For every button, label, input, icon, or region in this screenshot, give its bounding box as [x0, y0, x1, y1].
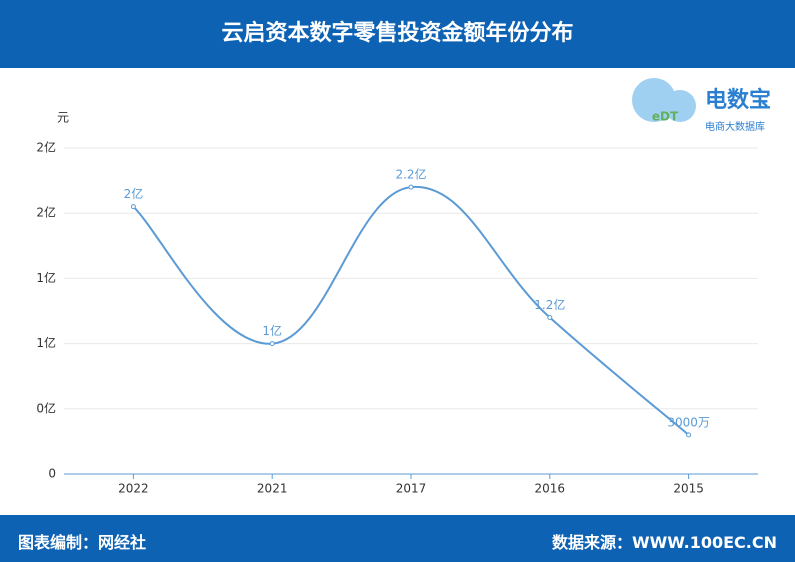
y-tick-label: 0	[48, 467, 56, 481]
logo-subtitle: 电商大数据库	[705, 120, 765, 133]
logo-cloud	[664, 90, 696, 122]
data-label: 3000万	[667, 415, 710, 429]
data-label: 2亿	[124, 186, 144, 201]
line	[132, 186, 690, 436]
point	[269, 341, 275, 347]
data-label: 2.2亿	[395, 167, 426, 182]
footer-left: 图表编制：网经社	[18, 533, 147, 552]
data-label: 1.2亿	[534, 297, 565, 312]
x-tick-label: 2021	[257, 482, 288, 496]
chart: eDT 电数宝 电商大数据库 元 0 0亿 1亿 1亿 2亿 2亿 2022 2021 2017…	[36, 78, 771, 496]
chart-title: 云启资本数字零售投资金额年份分布	[0, 0, 795, 68]
y-axis-label: 元	[57, 111, 69, 125]
y-tick-label: 2亿	[36, 140, 56, 155]
footer: 图表编制：网经社 数据来源：WWW.100EC.CN	[0, 515, 795, 562]
y-tick-label: 1亿	[36, 270, 56, 285]
point	[130, 204, 136, 210]
footer-right: 数据来源：WWW.100EC.CN	[551, 533, 777, 552]
x-tick-label: 2022	[118, 482, 149, 496]
x-tick-label: 2017	[396, 482, 427, 496]
logo-mark: eDT	[652, 110, 679, 124]
point	[686, 432, 692, 438]
x-tick-label: 2015	[673, 482, 704, 496]
data-label: 1亿	[262, 323, 282, 338]
logo-name: 电数宝	[705, 87, 771, 113]
y-tick-label: 1亿	[36, 335, 56, 350]
x-tick-label: 2016	[535, 482, 566, 496]
y-tick-label: 2亿	[36, 205, 56, 220]
point	[547, 315, 553, 321]
y-tick-label: 0亿	[36, 400, 56, 415]
point	[408, 184, 414, 190]
